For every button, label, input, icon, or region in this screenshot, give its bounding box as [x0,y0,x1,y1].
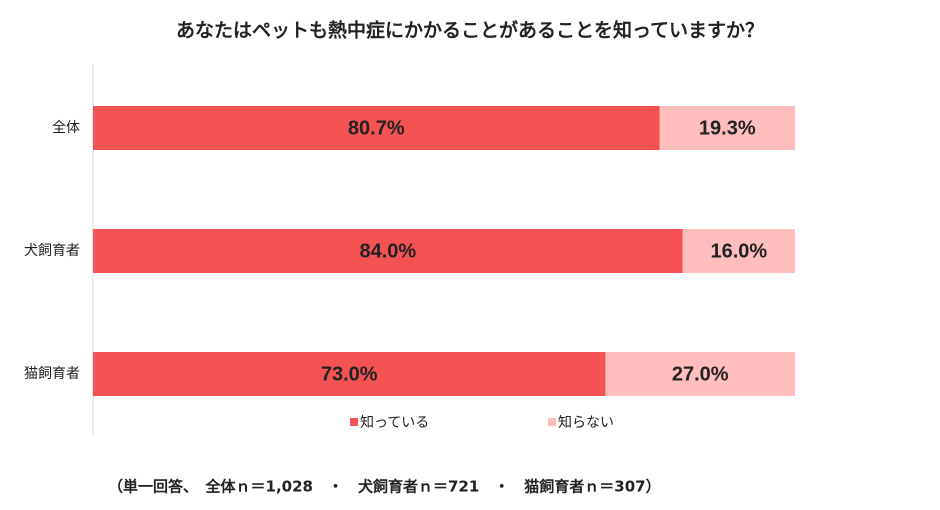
bar-segment [682,229,795,273]
footnote: （単一回答、 全体ｎ＝1,028 ・ 犬飼育者ｎ＝721 ・ 猫飼育者ｎ＝307… [108,478,661,496]
category-label: 猫飼育者 [24,366,80,382]
legend-swatch [548,418,556,426]
value-label: 80.7% [348,117,405,139]
value-label: 27.0% [672,363,729,385]
bar-segment [93,106,660,150]
value-label: 73.0% [321,363,378,385]
value-label: 16.0% [710,240,767,262]
legend-label: 知っている [360,414,429,431]
bar-segment [659,106,795,150]
bar-segment [605,352,795,396]
value-label: 19.3% [699,117,756,139]
legend-swatch [350,418,358,426]
value-label: 84.0% [359,240,416,262]
bar-segment [93,229,683,273]
category-label: 犬飼育者 [24,243,80,259]
legend-label: 知らない [558,414,614,431]
chart-title: あなたはペットも熱中症にかかることがあることを知っていますか？ [176,19,764,42]
category-label: 全体 [52,119,80,136]
bar-segment [93,352,606,396]
